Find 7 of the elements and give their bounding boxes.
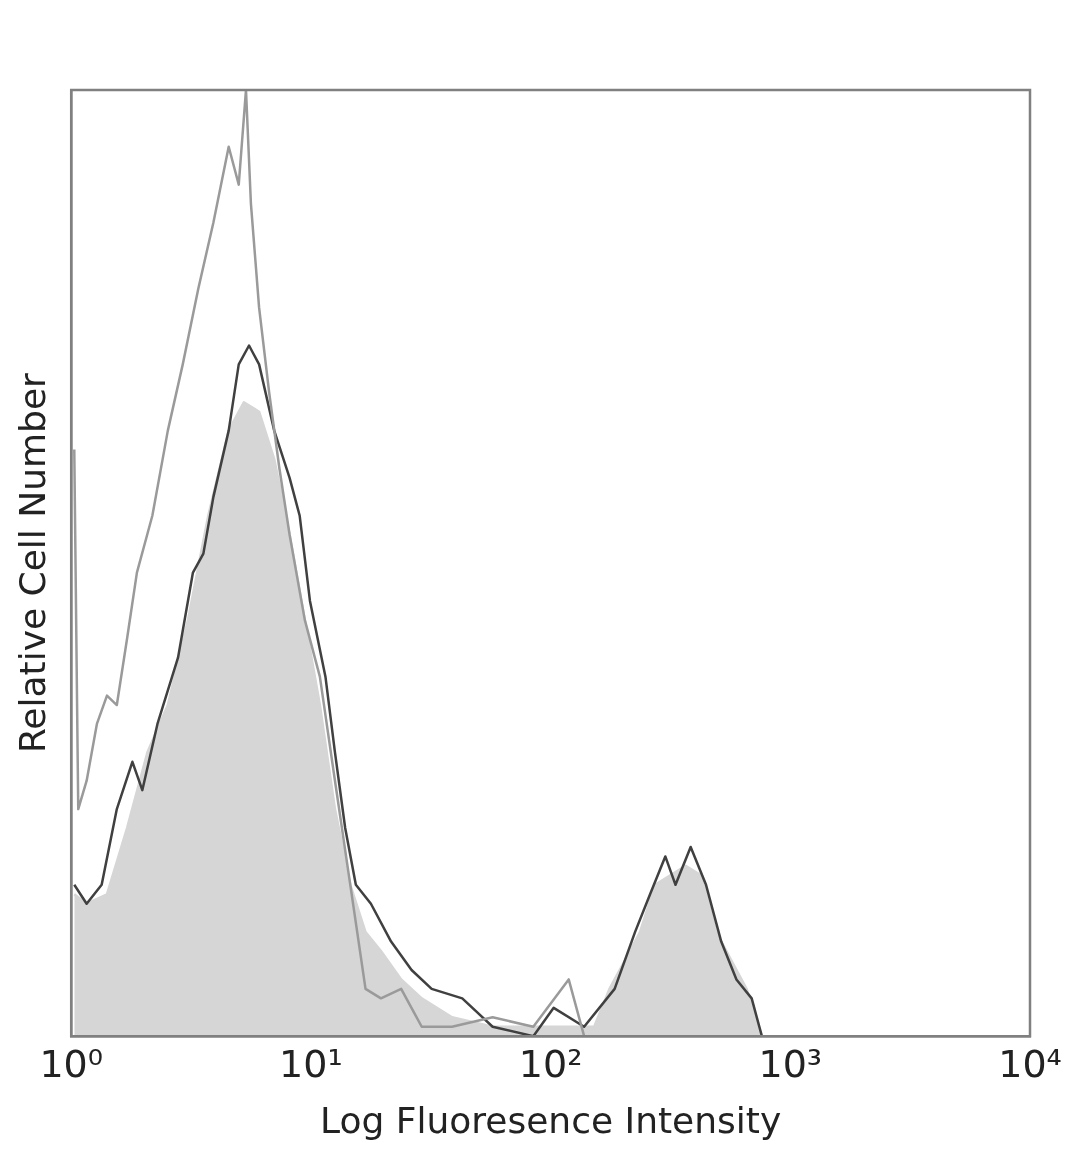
y-axis-title: Relative Cell Number <box>11 372 53 754</box>
x-tick-label: 10² <box>518 1041 583 1086</box>
x-tick-label: 10³ <box>758 1041 823 1086</box>
x-tick-label: 10⁴ <box>998 1041 1062 1086</box>
x-axis-title: Log Fluoresence Intensity <box>319 1099 782 1141</box>
x-tick-label: 10⁰ <box>39 1041 103 1086</box>
x-tick-label: 10¹ <box>279 1041 343 1086</box>
